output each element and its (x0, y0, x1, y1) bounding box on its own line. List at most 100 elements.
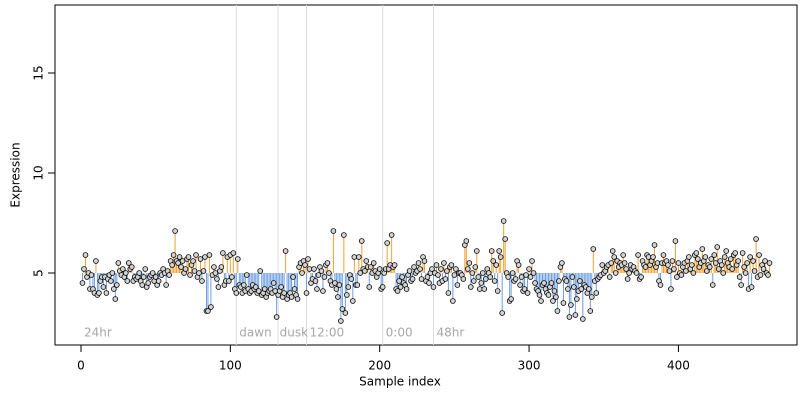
point (493, 262, 499, 268)
point (505, 274, 511, 280)
point (125, 260, 132, 266)
point (120, 266, 126, 272)
point (361, 268, 368, 274)
point (760, 266, 767, 272)
point (338, 318, 344, 324)
point (469, 270, 476, 276)
point (571, 284, 577, 290)
point (396, 278, 402, 284)
point (488, 248, 495, 254)
annotation: 12:00 (310, 326, 345, 340)
point (128, 264, 135, 270)
point (517, 282, 523, 288)
point (497, 254, 504, 260)
point (136, 270, 143, 276)
point (314, 286, 320, 292)
point (145, 280, 151, 286)
point (748, 284, 755, 290)
x-tick-label: 400 (667, 359, 690, 373)
x-axis-label: Sample index (359, 375, 441, 389)
point (149, 270, 156, 276)
point (315, 272, 322, 278)
point (611, 254, 617, 260)
annotation: 24hr (84, 326, 112, 340)
point (305, 256, 311, 262)
point (502, 236, 508, 242)
point (397, 284, 404, 290)
point (703, 268, 710, 274)
point (273, 314, 280, 320)
point (243, 272, 250, 278)
plot-frame (54, 4, 798, 346)
point (711, 252, 718, 258)
point (112, 296, 119, 302)
point (675, 260, 682, 266)
point (445, 290, 452, 296)
point (333, 286, 340, 292)
point (179, 258, 186, 264)
point (463, 238, 470, 244)
point (635, 252, 641, 258)
point (140, 274, 147, 280)
point (545, 292, 552, 298)
point (388, 232, 395, 238)
point (612, 270, 619, 276)
point (590, 246, 597, 252)
point (509, 270, 516, 276)
point (345, 284, 352, 290)
point (529, 258, 535, 264)
point (479, 270, 486, 276)
point (496, 248, 502, 254)
point (93, 258, 99, 264)
point (291, 286, 298, 292)
point (578, 286, 585, 292)
point (665, 262, 671, 268)
point (753, 236, 759, 242)
point (418, 276, 425, 282)
point (756, 252, 762, 258)
point (196, 270, 202, 276)
point (403, 286, 410, 292)
point (735, 258, 741, 264)
point (642, 264, 649, 270)
point (282, 248, 289, 254)
point (587, 308, 594, 314)
y-tick-label: 15 (32, 65, 46, 80)
point (220, 250, 226, 256)
point (142, 266, 149, 272)
point (609, 248, 616, 254)
point (453, 266, 459, 272)
point (739, 250, 746, 256)
x-tick-label: 0 (77, 359, 85, 373)
point (278, 284, 284, 290)
point (727, 256, 734, 262)
point (671, 266, 677, 272)
point (399, 274, 405, 280)
point (312, 278, 319, 284)
point (430, 284, 437, 290)
point (170, 252, 177, 258)
point (766, 260, 773, 266)
point (370, 260, 377, 266)
point (765, 272, 771, 278)
point (482, 276, 489, 282)
point (299, 270, 305, 276)
annotation: 0:00 (386, 326, 413, 340)
point (344, 292, 350, 298)
y-axis-label: Expression (9, 142, 23, 207)
point (152, 274, 159, 280)
point (115, 260, 122, 266)
point (554, 308, 561, 314)
point (524, 290, 531, 296)
point (512, 276, 519, 282)
point (255, 288, 262, 294)
point (473, 248, 480, 254)
point (384, 240, 390, 246)
point (460, 276, 467, 282)
point (424, 274, 431, 280)
point (560, 300, 567, 306)
point (521, 286, 528, 292)
point (593, 290, 600, 296)
point (699, 246, 706, 252)
point (218, 264, 225, 270)
